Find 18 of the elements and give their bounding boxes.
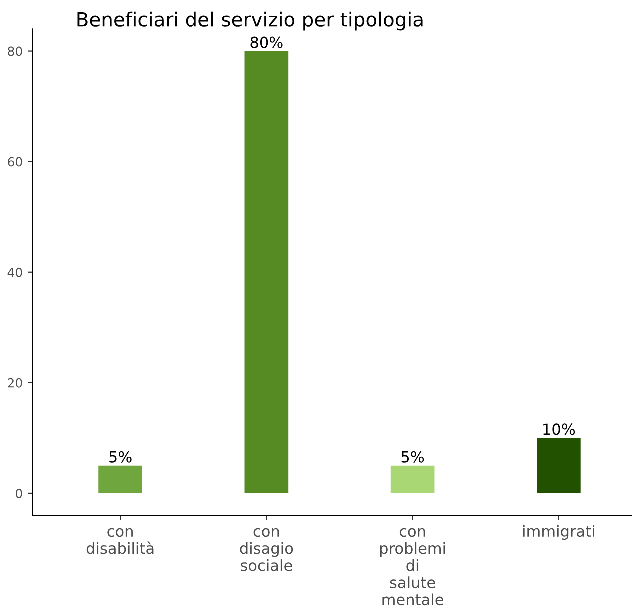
data-label: 80%	[250, 36, 283, 48]
y-tick-label: 0	[16, 488, 22, 498]
data-label: 10%	[544, 424, 576, 436]
x-tick-label: con problemi di salute mentale	[380, 528, 446, 606]
x-tick-label: immigrati	[523, 525, 594, 540]
chart-title: Beneficiari del servizio per tipologia	[78, 12, 423, 31]
y-tick-label: 60	[8, 157, 22, 167]
bar	[390, 466, 435, 494]
y-tick-label: 20	[8, 378, 22, 388]
bar	[244, 51, 289, 494]
bar	[98, 466, 142, 494]
data-label: 5%	[110, 451, 132, 463]
bar	[537, 438, 581, 494]
x-tick-label: con disagio sociale	[240, 528, 294, 572]
x-tick-label: con disabilità	[86, 528, 154, 554]
y-tick-label: 80	[8, 46, 22, 56]
data-label: 5%	[402, 451, 424, 463]
y-tick-label: 40	[8, 268, 22, 278]
